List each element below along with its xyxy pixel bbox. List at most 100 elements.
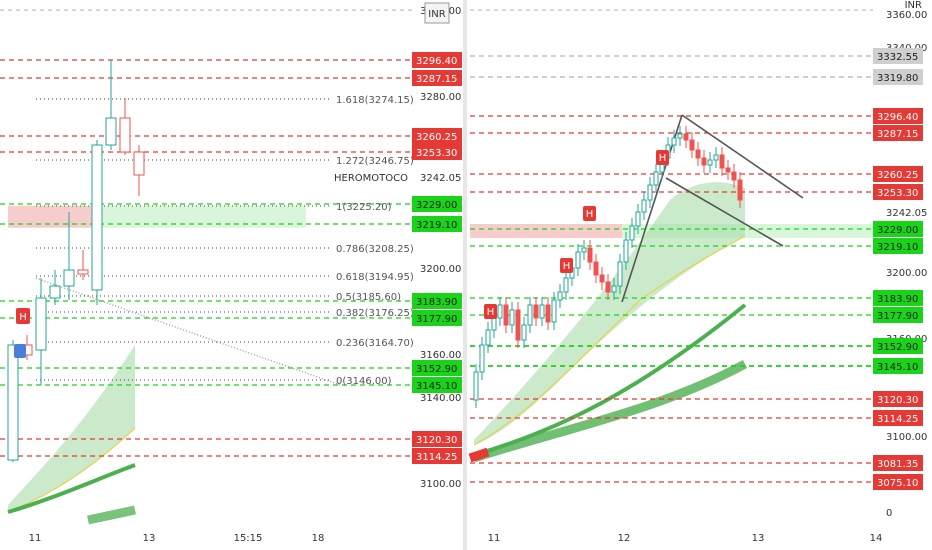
left-marker-h-text: H (19, 312, 27, 323)
right-level-label-2-bg (873, 108, 923, 124)
right-candle-body-28 (641, 199, 647, 213)
right-level-label-0-text: 3332.55 (877, 52, 918, 63)
right-level-label-10: 3152.90 (873, 338, 923, 354)
left-level-label-8-bg (412, 360, 462, 376)
right-candle-body-8 (521, 324, 527, 341)
right-candle-body-10 (533, 304, 539, 319)
right-candle-body-42 (725, 167, 731, 173)
left-ma-line (7, 463, 136, 514)
left-level-label-0-bg (412, 52, 462, 68)
right-candle-body-11 (539, 304, 545, 319)
left-candle-body-7 (105, 117, 117, 146)
right-candle-body-34 (677, 133, 683, 139)
right-level-label-1-text: 3319.80 (877, 73, 918, 84)
left-level-label-3: 3253.30 (412, 144, 462, 160)
right-level-label-7-text: 3219.10 (877, 242, 918, 253)
left-level-label-9-text: 3145.10 (416, 381, 457, 392)
left-level-label-11-bg (412, 448, 462, 464)
right-y-tick-0: 3360.00 (886, 10, 927, 21)
left-marker-blue (14, 344, 26, 358)
left-fib-label-3: 0.786(3208.25) (336, 244, 414, 255)
left-candle-body-2 (35, 297, 47, 351)
left-zone-green (92, 205, 306, 228)
right-candle-body-2 (485, 329, 491, 346)
left-fib-label-0: 1.618(3274.15) (336, 95, 414, 106)
right-candle-body-43 (731, 171, 737, 181)
left-fib-label-7: 0.236(3164.70) (336, 338, 414, 349)
right-level-label-11-bg (873, 358, 923, 374)
right-candle-body-36 (689, 139, 695, 151)
right-candle-body-41 (719, 154, 725, 169)
left-candle-body-6 (91, 144, 103, 291)
left-current-price: 3242.05 (420, 173, 461, 184)
right-level-label-14-text: 3081.35 (877, 459, 918, 470)
left-level-label-0: 3296.40 (412, 52, 462, 68)
right-level-label-5-bg (873, 184, 923, 200)
left-fib-label-6: 0.382(3176.25) (336, 308, 414, 319)
right-candle-body-4 (497, 304, 503, 319)
right-candle-body-22 (605, 281, 611, 293)
right-level-label-5: 3253.30 (873, 184, 923, 200)
left-trend-dotted (35, 277, 341, 386)
right-level-label-15-bg (873, 474, 923, 490)
left-candle-body-8 (119, 117, 131, 153)
left-y-tick-2: 3160.00 (420, 350, 461, 361)
left-level-label-6-text: 3183.90 (416, 297, 457, 308)
left-level-label-6-bg (412, 293, 462, 309)
right-marker-h-1 (560, 258, 573, 273)
left-level-label-10: 3120.30 (412, 431, 462, 447)
right-level-label-8: 3183.90 (873, 290, 923, 306)
left-ma-thick (87, 505, 136, 525)
left-symbol-label: HEROMOTOCO (334, 173, 408, 184)
right-candle-body-21 (599, 274, 605, 283)
right-candle-body-30 (653, 171, 659, 186)
right-candle-body-17 (575, 251, 581, 269)
left-level-label-9: 3145.10 (412, 377, 462, 393)
right-wedge-top (681, 114, 804, 199)
right-y-tick-2: 3242.05 (886, 208, 927, 219)
left-y-tick-1: 3200.00 (420, 264, 461, 275)
left-candle-body-0 (7, 344, 19, 461)
left-level-label-3-text: 3253.30 (416, 148, 457, 159)
right-level-label-13-bg (873, 410, 923, 426)
left-x-tick-0: 11 (29, 533, 42, 544)
right-candle-body-18 (581, 247, 587, 253)
right-zone-red (470, 224, 622, 238)
right-marker-h-3 (656, 150, 669, 165)
right-level-label-11: 3145.10 (873, 358, 923, 374)
left-level-label-4-bg (412, 196, 462, 212)
panel-divider (463, 0, 467, 550)
right-candle-body-6 (509, 309, 515, 326)
right-candle-body-1 (479, 344, 485, 373)
right-candle-body-25 (623, 239, 629, 263)
right-level-label-12-bg (873, 391, 923, 407)
left-fib-label-8: 0(3146.00) (336, 376, 392, 387)
left-fib-label-5: 0.5(3185.60) (336, 292, 401, 303)
right-candle-body-0 (473, 371, 479, 401)
right-y-tick-5: 3100.00 (886, 432, 927, 443)
left-level-label-10-bg (412, 431, 462, 447)
left-level-label-0-text: 3296.40 (416, 56, 457, 67)
right-level-label-6-bg (873, 221, 923, 237)
left-level-label-11: 3114.25 (412, 448, 462, 464)
left-candle-body-3 (49, 285, 61, 299)
right-x-tick-3: 14 (870, 533, 883, 544)
left-level-label-2: 3260.25 (412, 128, 462, 144)
right-marker-h-text-0: H (487, 307, 495, 318)
right-candle-body-5 (503, 304, 509, 326)
right-level-label-4-bg (873, 166, 923, 182)
left-fib-label-2: 1(3225.20) (336, 202, 392, 213)
right-level-label-11-text: 3145.10 (877, 362, 918, 373)
right-level-label-1-bg (873, 69, 923, 85)
right-level-label-4-text: 3260.25 (877, 170, 918, 181)
left-level-label-1-bg (412, 70, 462, 86)
right-x-tick-1: 12 (618, 533, 631, 544)
right-candle-body-23 (611, 285, 617, 293)
right-level-label-13: 3114.25 (873, 410, 923, 426)
right-level-label-2-text: 3296.40 (877, 112, 918, 123)
left-level-label-8-text: 3152.90 (416, 364, 457, 375)
left-candle-body-9 (133, 151, 145, 176)
right-level-label-3-bg (873, 125, 923, 141)
left-level-label-4: 3229.00 (412, 196, 462, 212)
